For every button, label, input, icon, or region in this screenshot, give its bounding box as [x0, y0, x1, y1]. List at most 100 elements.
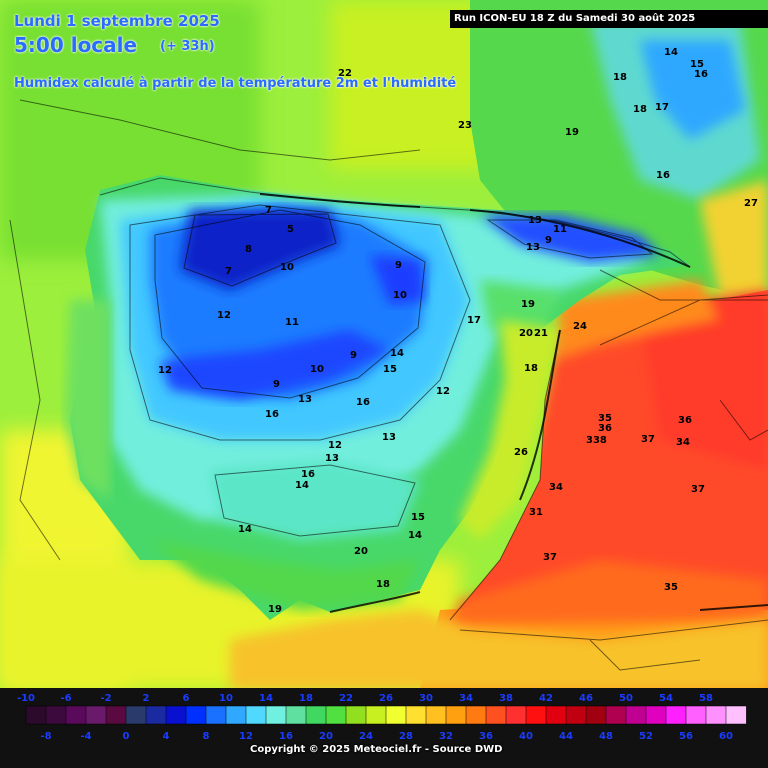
legend-tick-label: 4: [163, 731, 170, 742]
legend-tick-label: 38: [499, 693, 513, 704]
humidex-value-label: 15: [383, 364, 397, 375]
humidex-value-label: 13: [528, 215, 542, 226]
legend-swatch: [685, 705, 707, 725]
legend-swatch: [225, 705, 247, 725]
legend-tick-label: -2: [100, 693, 111, 704]
legend-tick-label: 50: [619, 693, 633, 704]
humidex-value-label: 34: [549, 482, 563, 493]
ebro-valley: [480, 280, 560, 340]
legend-swatch: [205, 705, 227, 725]
humidex-value-label: 7: [225, 266, 232, 277]
humidex-value-label: 20: [354, 546, 368, 557]
legend-swatch: [605, 705, 627, 725]
humidex-value-label: 7: [265, 205, 272, 216]
humidex-value-label: 15: [690, 59, 704, 70]
humidex-value-label: 36: [598, 423, 612, 434]
france-med-warm: [700, 180, 768, 300]
humidex-value-label: 10: [393, 290, 407, 301]
humidex-value-label: 24: [573, 321, 587, 332]
legend-swatch: [45, 705, 67, 725]
humidex-value-label: 9: [273, 379, 280, 390]
humidex-value-label: 12: [436, 386, 450, 397]
legend-swatch: [425, 705, 447, 725]
legend-tick-label: 0: [123, 731, 130, 742]
humidex-value-label: 19: [565, 127, 579, 138]
legend-tick-label: 40: [519, 731, 533, 742]
legend-swatch: [485, 705, 507, 725]
legend-swatch: [145, 705, 167, 725]
humidex-value-label: 18: [633, 104, 647, 115]
humidex-value-label: 18: [613, 72, 627, 83]
humidex-value-label: 16: [694, 69, 708, 80]
humidex-value-label: 14: [238, 524, 252, 535]
legend-tick-label: 46: [579, 693, 593, 704]
humidex-value-label: 16: [265, 409, 279, 420]
legend-tick-label: 20: [319, 731, 333, 742]
humidex-value-label: 9: [545, 235, 552, 246]
forecast-date: Lundi 1 septembre 2025: [14, 12, 220, 30]
legend-swatch: [525, 705, 547, 725]
humidex-value-label: 13: [325, 453, 339, 464]
humidex-value-label: 14: [390, 348, 404, 359]
humidex-value-label: 12: [217, 310, 231, 321]
humidex-value-label: 10: [280, 262, 294, 273]
south-cool: [210, 460, 420, 540]
legend-swatch: [725, 705, 747, 725]
legend-swatch: [565, 705, 587, 725]
legend-tick-label: 26: [379, 693, 393, 704]
andalusia-green: [150, 540, 420, 610]
legend-swatch: [125, 705, 147, 725]
legend-tick-label: 54: [659, 693, 673, 704]
legend-background: [0, 688, 768, 768]
humidex-value-label: 16: [656, 170, 670, 181]
humidex-value-label: 12: [328, 440, 342, 451]
legend-tick-label: 6: [183, 693, 190, 704]
humidex-value-label: 13: [382, 432, 396, 443]
legend-tick-label: 58: [699, 693, 713, 704]
legend-swatch: [25, 705, 47, 725]
legend-swatch: [165, 705, 187, 725]
legend-tick-label: -8: [40, 731, 51, 742]
humidex-value-label: 13: [298, 394, 312, 405]
humidex-value-label: 17: [467, 315, 481, 326]
legend-tick-label: 56: [679, 731, 693, 742]
legend-swatch: [105, 705, 127, 725]
legend-tick-label: 48: [599, 731, 613, 742]
humidex-value-label: 9: [395, 260, 402, 271]
humidex-value-label: 5: [287, 224, 294, 235]
humidex-value-label: 19: [268, 604, 282, 615]
iberian-system-cold: [370, 255, 425, 305]
legend-swatch: [65, 705, 87, 725]
humidex-value-label: 22: [338, 68, 352, 79]
humidex-value-label: 31: [529, 507, 543, 518]
humidex-value-label: 37: [691, 484, 705, 495]
humidex-value-label: 12: [158, 365, 172, 376]
legend-swatch: [385, 705, 407, 725]
humidex-value-label: 21: [534, 328, 548, 339]
legend-tick-label: 52: [639, 731, 653, 742]
legend-swatch: [305, 705, 327, 725]
legend-tick-label: 2: [143, 693, 150, 704]
humidex-value-label: 26: [514, 447, 528, 458]
humidex-value-label: 19: [521, 299, 535, 310]
legend-swatch: [265, 705, 287, 725]
humidex-value-label: 35: [664, 582, 678, 593]
legend-tick-label: 60: [719, 731, 733, 742]
humidex-value-label: 20: [519, 328, 533, 339]
humidex-value-label: 11: [553, 224, 567, 235]
humidex-value-label: 18: [376, 579, 390, 590]
legend-tick-label: -6: [60, 693, 71, 704]
humidex-value-label: 35: [598, 413, 612, 424]
legend-swatch: [645, 705, 667, 725]
humidex-value-label: 23: [458, 120, 472, 131]
legend-tick-label: 12: [239, 731, 253, 742]
legend-tick-label: 44: [559, 731, 573, 742]
humidex-value-label: 10: [310, 364, 324, 375]
humidex-value-label: 13: [526, 242, 540, 253]
humidex-value-label: 14: [408, 530, 422, 541]
legend-swatch: [185, 705, 207, 725]
legend-tick-label: 30: [419, 693, 433, 704]
legend-swatch: [585, 705, 607, 725]
